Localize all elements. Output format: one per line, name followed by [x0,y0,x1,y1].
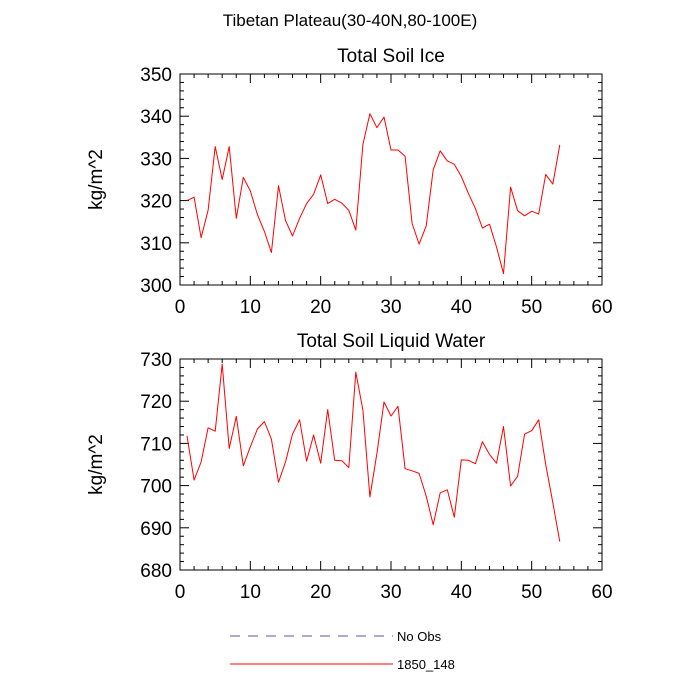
y-tick-label: 340 [140,107,172,128]
chart-panel-2: Total Soil Liquid Water kg/m^2 0 10 20 30 40 50… [86,331,613,603]
y-tick-label: 700 [140,477,172,498]
x-tick-label: 50 [521,297,542,318]
legend-label: No Obs [397,629,442,644]
y-tick-label: 720 [140,392,172,413]
x-tick-label: 60 [591,582,612,603]
series-line [186,363,561,542]
x-tick-label: 10 [240,582,261,603]
panel-title: Total Soil Liquid Water [297,331,486,352]
y-tick-label: 300 [140,276,172,297]
x-tick-label: 30 [380,297,401,318]
x-tick-label: 0 [175,582,186,603]
x-tick-label: 50 [521,582,542,603]
x-tick-label: 40 [451,297,472,318]
y-tick-label: 310 [140,234,172,255]
x-tick-label: 30 [380,582,401,603]
x-tick-label: 60 [591,297,612,318]
y-tick-label: 350 [140,65,172,86]
figure-title: Tibetan Plateau(30-40N,80-100E) [222,11,478,30]
y-tick-label: 710 [140,434,172,455]
y-axis-label: kg/m^2 [86,434,107,495]
y-tick-label: 330 [140,149,172,170]
x-tick-label: 0 [175,297,186,318]
panel-title: Total Soil Ice [337,46,445,67]
legend: No Obs 1850_148 [230,629,455,672]
y-axis-label: kg/m^2 [86,149,107,210]
y-tick-label: 690 [140,519,172,540]
y-tick-label: 730 [140,350,172,371]
x-tick-label: 20 [310,582,331,603]
x-tick-label: 40 [451,582,472,603]
legend-label: 1850_148 [397,657,455,672]
series-line [186,113,561,275]
x-tick-label: 20 [310,297,331,318]
y-tick-label: 320 [140,192,172,213]
chart-panel-1: Total Soil Ice kg/m^2 0 10 20 30 40 50 60 300 310 3… [86,46,613,318]
y-tick-label: 680 [140,561,172,582]
x-tick-label: 10 [240,297,261,318]
